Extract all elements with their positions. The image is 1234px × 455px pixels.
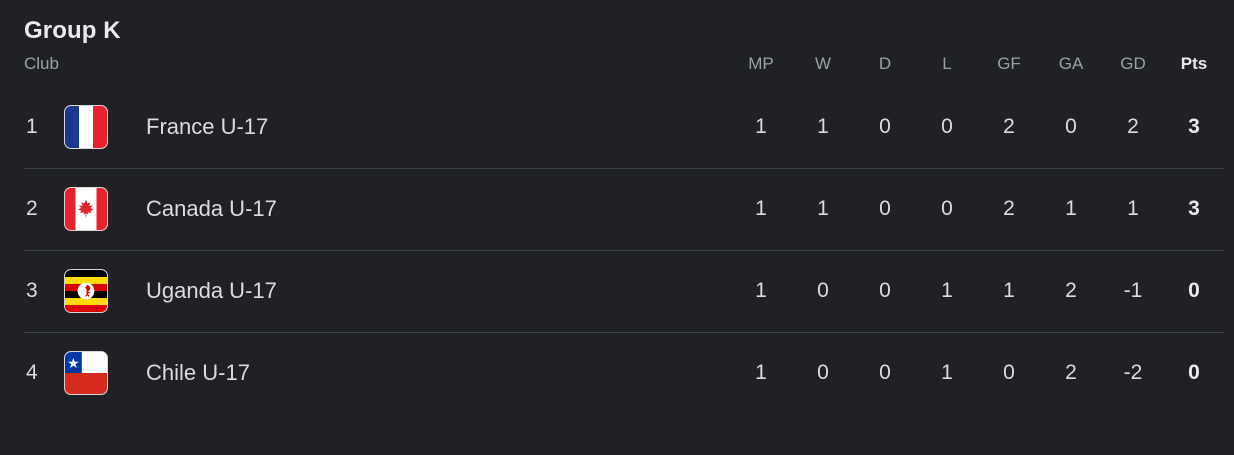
uganda-flag-icon: [64, 269, 108, 313]
cell-mp: 1: [730, 167, 792, 250]
cell-l: 0: [941, 114, 953, 138]
column-header-gd: GD: [1120, 54, 1146, 73]
cell-d: 0: [854, 167, 916, 250]
cell-pts: 0: [1164, 331, 1224, 414]
column-header-d: D: [878, 54, 892, 73]
table-header-row: Club MP W D L GF GA GD Pts: [24, 54, 1224, 86]
cell-pts: 3: [1164, 167, 1224, 250]
cell-mp: 1: [755, 114, 767, 138]
cell-ga: 2: [1040, 331, 1102, 414]
table-row[interactable]: 4 Chile U-17 1 0 0 1 0: [24, 331, 1224, 414]
chile-flag-icon: [64, 351, 108, 396]
cell-mp: 1: [730, 331, 792, 414]
cell-l: 1: [916, 331, 978, 414]
cell-w: 0: [792, 249, 854, 332]
cell-d: 0: [854, 249, 916, 332]
cell-ga: 2: [1040, 249, 1102, 332]
cell-pts: 3: [1188, 114, 1200, 138]
column-header-mp: MP: [748, 54, 774, 73]
column-header-club: Club: [24, 54, 59, 73]
team-flag-cell: [64, 249, 122, 332]
france-flag-icon: [64, 104, 108, 149]
row-rank: 2: [24, 167, 64, 250]
cell-l: 1: [916, 249, 978, 332]
cell-gf: 1: [978, 249, 1040, 332]
table-header: Club MP W D L GF GA GD Pts: [24, 54, 1224, 86]
cell-ga: 0: [1065, 114, 1077, 138]
table-row[interactable]: 2 Canada U-17 1 1 0 0 2: [24, 167, 1224, 250]
cell-w: 1: [792, 167, 854, 250]
canada-flag-icon: [64, 187, 108, 231]
cell-gd: 1: [1102, 167, 1164, 250]
column-header-ga: GA: [1058, 54, 1084, 73]
table-body: 1 France U-17 1 1 0 0 2 0: [24, 86, 1224, 414]
cell-gd: 2: [1127, 114, 1139, 138]
cell-mp: 1: [730, 249, 792, 332]
cell-gf: 2: [1003, 114, 1015, 138]
cell-d: 0: [879, 114, 891, 138]
cell-gd: -2: [1102, 331, 1164, 414]
cell-ga: 1: [1040, 167, 1102, 250]
cell-gf: 0: [978, 331, 1040, 414]
cell-d: 0: [854, 331, 916, 414]
column-header-gf: GF: [997, 54, 1021, 73]
cell-gd: -1: [1102, 249, 1164, 332]
page-title: Group K: [24, 17, 121, 44]
table-row[interactable]: 3: [24, 249, 1224, 332]
row-rank: 4: [24, 331, 64, 414]
team-name[interactable]: Canada U-17: [122, 167, 730, 250]
standings-table: Club MP W D L GF GA GD Pts 1: [24, 54, 1224, 414]
team-name[interactable]: Uganda U-17: [122, 249, 730, 332]
team-name[interactable]: Chile U-17: [122, 331, 730, 414]
column-header-l: L: [942, 54, 952, 73]
team-name[interactable]: France U-17: [146, 113, 269, 139]
cell-w: 1: [817, 114, 829, 138]
cell-gf: 2: [978, 167, 1040, 250]
team-flag-cell: [64, 167, 122, 250]
row-rank: 3: [24, 249, 64, 332]
cell-l: 0: [916, 167, 978, 250]
cell-w: 0: [792, 331, 854, 414]
table-row[interactable]: 1 France U-17 1 1 0 0 2 0: [24, 86, 1224, 168]
team-flag-cell: [64, 86, 122, 168]
column-header-pts: Pts: [1180, 54, 1208, 73]
team-flag-cell: [64, 331, 122, 414]
cell-pts: 0: [1164, 249, 1224, 332]
column-header-w: W: [814, 54, 832, 73]
row-rank: 1: [26, 114, 38, 138]
